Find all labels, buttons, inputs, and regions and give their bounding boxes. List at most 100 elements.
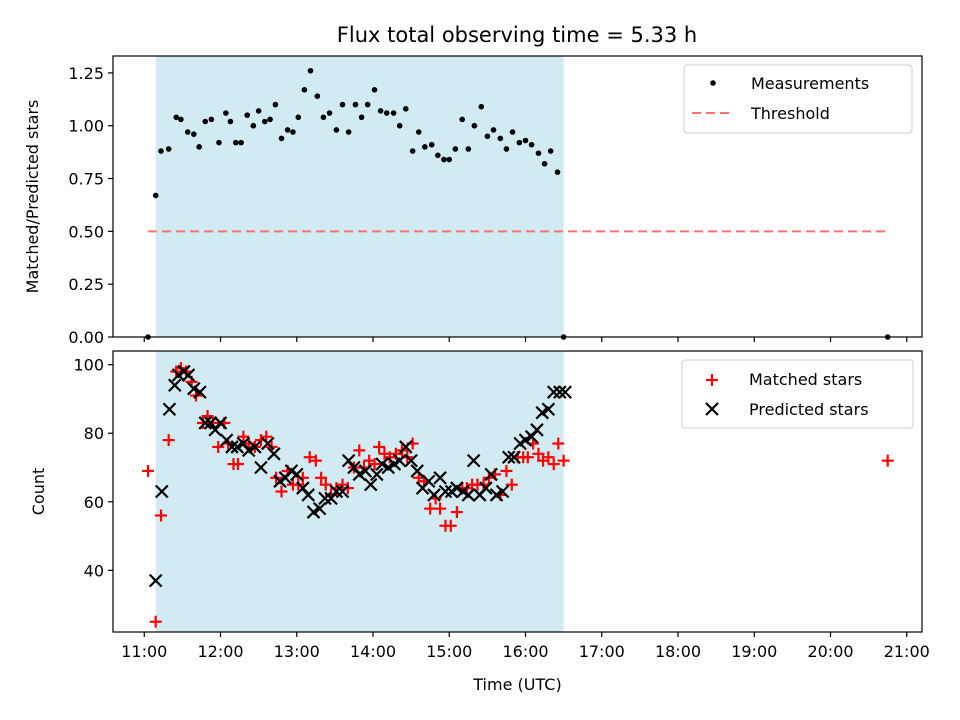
measurement-point <box>554 169 561 176</box>
top-legend-box <box>683 64 913 134</box>
measurement-point <box>307 67 314 74</box>
measurement-point <box>272 101 279 108</box>
x-tick-label: 17:00 <box>579 642 625 661</box>
measurement-point <box>522 137 529 144</box>
predicted-star-point <box>541 402 556 417</box>
predicted-star-point <box>507 450 521 465</box>
matched-star-point <box>237 430 250 443</box>
measurement-point <box>216 139 222 146</box>
measurement-point <box>202 118 209 125</box>
x-tick-label: 18:00 <box>655 642 701 661</box>
measurement-point <box>547 148 554 154</box>
measurement-point <box>409 148 416 154</box>
measurement-point <box>173 114 180 121</box>
measurement-point <box>255 108 262 114</box>
bottom-y-ticks: 40 60 80 100 <box>73 356 113 580</box>
matched-star-point <box>232 458 245 471</box>
measurement-point <box>364 101 371 108</box>
predicted-star-point <box>167 378 182 393</box>
measurement-point <box>446 156 453 163</box>
predicted-star-point <box>148 573 163 588</box>
bottom-y-tick-label: 40 <box>84 561 104 580</box>
measurement-point <box>152 192 159 199</box>
measurement-point <box>196 144 202 150</box>
predicted-star-point <box>427 488 441 502</box>
predicted-star-point <box>546 385 561 399</box>
measurement-point <box>295 114 302 121</box>
measurement-point <box>441 156 447 163</box>
predicted-star-point <box>410 464 425 478</box>
top-y-axis-label: Matched/Predicted stars <box>23 100 42 294</box>
predicted-star-point <box>181 368 196 382</box>
bottom-legend-box <box>681 359 914 429</box>
predicted-star-point <box>466 453 481 468</box>
measurement-point <box>383 110 390 116</box>
measurement-points <box>145 67 891 340</box>
measurement-point <box>535 150 542 156</box>
matched-star-point <box>542 451 555 464</box>
x-tick-label: 11:00 <box>121 642 167 661</box>
predicted-star-point <box>225 440 239 454</box>
predicted-star-point <box>370 467 384 482</box>
predicted-star-point <box>553 385 567 399</box>
predicted-star-point <box>213 416 228 430</box>
predicted-star-point <box>312 501 327 516</box>
measurement-point <box>415 129 422 135</box>
matched-star-point <box>532 447 545 460</box>
top-y-tick-label: 1.25 <box>68 64 104 83</box>
matched-star-point <box>547 458 560 471</box>
bottom-y-tick-label: 80 <box>84 424 104 443</box>
measurement-point <box>478 103 485 110</box>
matched-star-point <box>303 451 316 464</box>
predicted-star-point <box>479 481 493 495</box>
predicted-star-point <box>335 484 350 499</box>
matched-star-point <box>368 458 381 471</box>
bottom-x-ticks: 11:00 12:00 13:00 14:00 15:00 16:00 17:00 18:00… <box>121 632 930 661</box>
legend-predicted-marker <box>705 402 719 416</box>
predicted-star-point <box>433 471 447 485</box>
bottom-observing-span <box>155 351 564 632</box>
matched-star-point <box>505 478 518 491</box>
measurement-point <box>390 110 397 116</box>
measurement-point <box>223 110 229 116</box>
bottom-panel: 40 60 80 100 11:00 12:00 13:00 14:00 15:00 16:00… <box>29 350 930 694</box>
measurement-point <box>208 116 215 123</box>
predicted-star-point <box>203 416 218 430</box>
measurement-point <box>452 146 459 152</box>
predicted-star-point <box>254 460 268 475</box>
predicted-star-point <box>155 484 169 499</box>
measurement-point <box>165 146 172 152</box>
measurement-point <box>250 122 257 129</box>
matched-star-point <box>341 482 354 495</box>
bottom-legend: Matched stars Predicted stars <box>681 359 914 429</box>
x-tick-label: 19:00 <box>731 642 777 661</box>
measurement-point <box>284 127 291 133</box>
measurement-point <box>278 135 285 142</box>
predicted-star-point <box>318 491 332 506</box>
predicted-star-point <box>438 484 453 499</box>
x-tick-label: 14:00 <box>350 642 396 661</box>
measurement-point <box>158 148 164 154</box>
top-y-tick-label: 0.00 <box>68 328 104 347</box>
matched-star-point <box>142 464 155 477</box>
predicted-star-point <box>530 423 544 437</box>
measurement-point <box>267 116 273 123</box>
predicted-star-point <box>495 484 510 499</box>
matched-star-point <box>444 519 457 532</box>
matched-star-point <box>149 615 162 628</box>
measurement-point <box>227 118 234 125</box>
predicted-star-point <box>399 440 413 454</box>
measurement-point <box>345 129 352 135</box>
measurement-point <box>333 127 340 133</box>
legend-threshold-label: Threshold <box>750 104 830 123</box>
top-y-tick-label: 0.50 <box>68 222 104 241</box>
top-legend: Measurements Threshold <box>683 64 913 134</box>
measurement-point <box>301 87 308 93</box>
matched-star-point <box>881 454 894 467</box>
x-tick-label: 15:00 <box>426 642 472 661</box>
measurement-point <box>428 141 435 148</box>
predicted-star-point <box>484 467 498 482</box>
measurement-point <box>178 116 184 123</box>
legend-matched-label: Matched stars <box>749 370 862 389</box>
top-x-ticks <box>143 337 908 342</box>
